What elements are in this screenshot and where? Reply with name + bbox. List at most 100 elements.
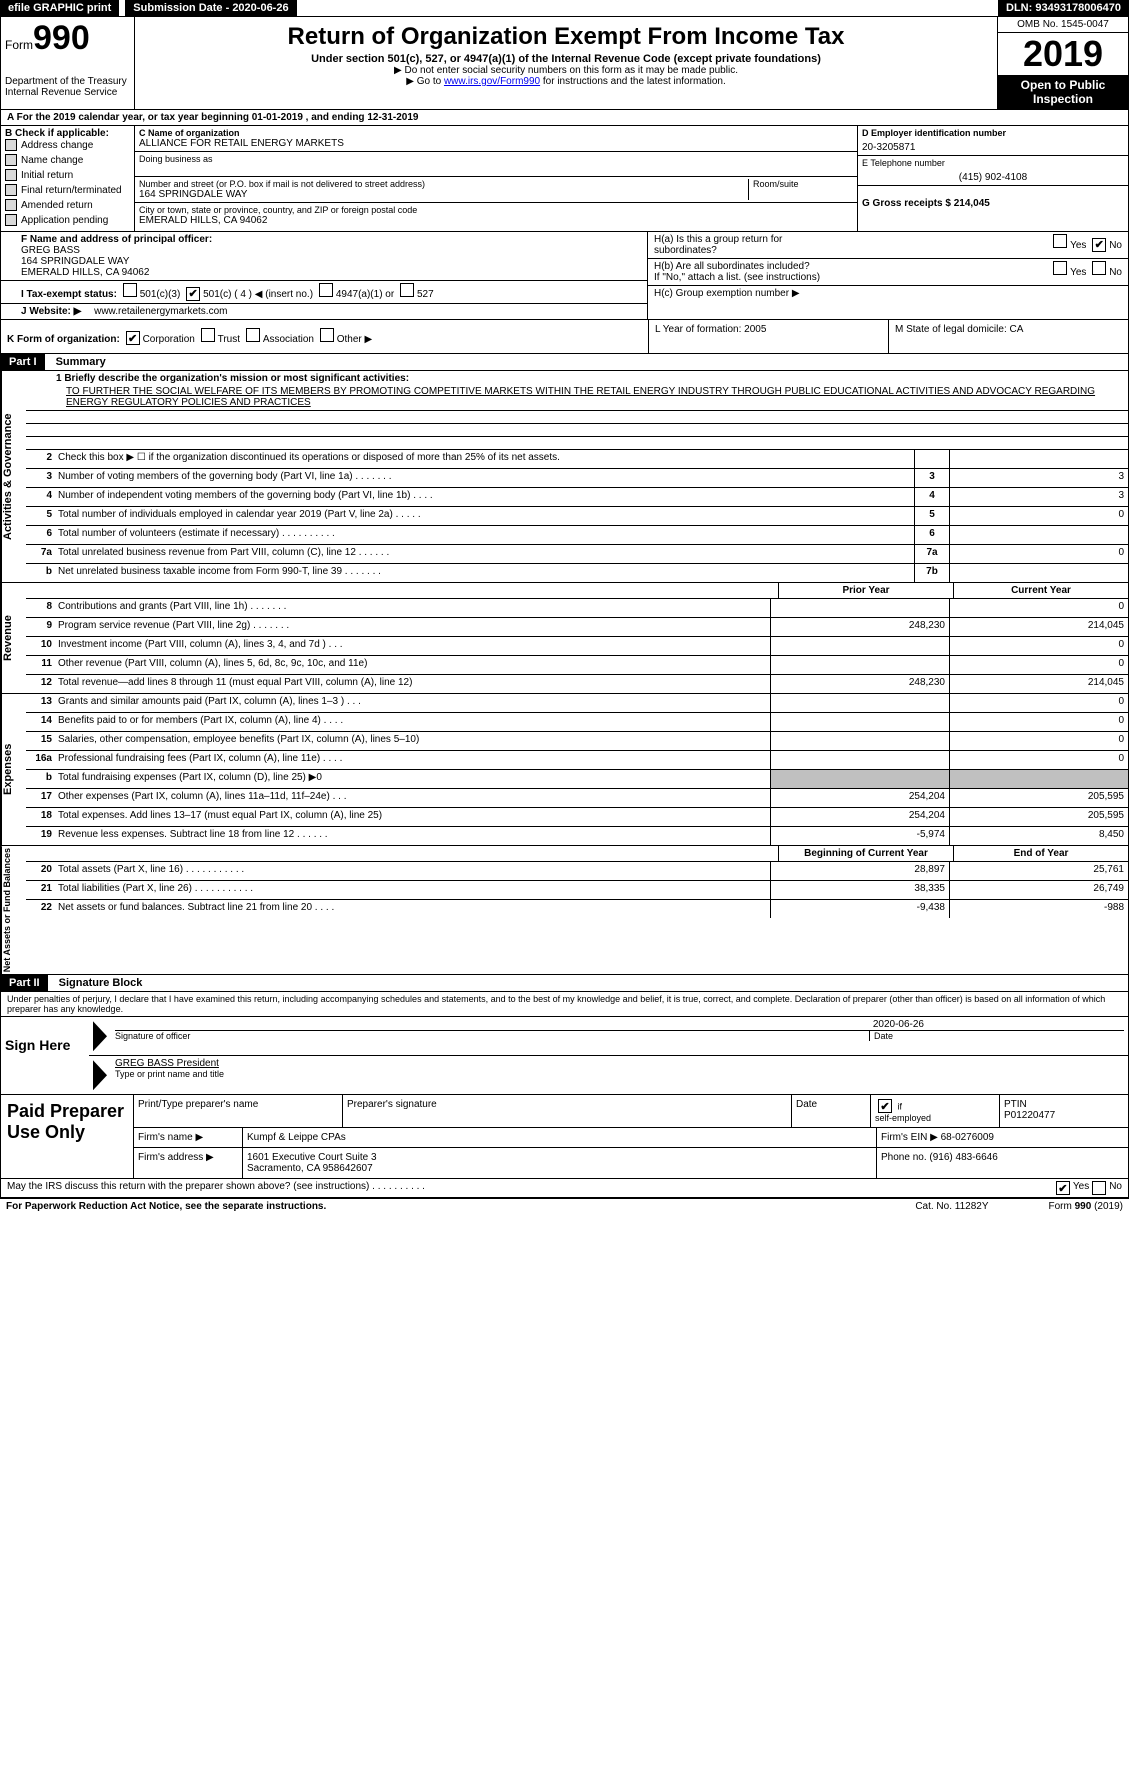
cb-501c3[interactable] — [123, 283, 137, 297]
j-row: J Website: ▶ www.retailenergymarkets.com — [1, 304, 647, 319]
omb-number: OMB No. 1545-0047 — [998, 17, 1128, 33]
cb-pending[interactable]: Application pending — [5, 214, 130, 226]
sub2: ▶ Do not enter social security numbers o… — [139, 65, 993, 76]
irs-label: Internal Revenue Service — [5, 87, 130, 98]
nets-section: Net Assets or Fund Balances Beginning of… — [1, 846, 1128, 975]
begin-year-header: Beginning of Current Year — [778, 846, 953, 861]
preparer-label: Paid Preparer Use Only — [1, 1095, 133, 1178]
end-year-header: End of Year — [953, 846, 1128, 861]
preparer-block: Paid Preparer Use Only Print/Type prepar… — [1, 1095, 1128, 1179]
arrow-icon-2 — [93, 1060, 107, 1090]
line-a: A For the 2019 calendar year, or tax yea… — [1, 110, 1128, 126]
cb-501c[interactable] — [186, 287, 200, 301]
i-label: I Tax-exempt status: — [21, 289, 117, 300]
revenue-section: Revenue Prior Year Current Year 8Contrib… — [1, 583, 1128, 694]
irs-link[interactable]: www.irs.gov/Form990 — [444, 76, 540, 87]
d-ein: D Employer identification number 20-3205… — [858, 126, 1128, 156]
tax-year: 2019 — [998, 33, 1128, 75]
table-row: 12Total revenue—add lines 8 through 11 (… — [26, 675, 1128, 693]
sign-block: Sign Here 2020-06-26 Signature of office… — [1, 1017, 1128, 1095]
line-a-text: A For the 2019 calendar year, or tax yea… — [7, 112, 418, 123]
header-left: Form990 Department of the Treasury Inter… — [1, 17, 135, 109]
fh-block: F Name and address of principal officer:… — [1, 232, 1128, 320]
hb-no[interactable] — [1092, 261, 1106, 275]
part2-header: Part II Signature Block — [1, 975, 1128, 992]
hb-row: H(b) Are all subordinates included? If "… — [648, 259, 1128, 286]
ha-label2: subordinates? — [654, 245, 717, 256]
open-inspection: Open to Public Inspection — [998, 75, 1128, 109]
submission-date: Submission Date - 2020-06-26 — [125, 0, 296, 16]
sub3-post: for instructions and the latest informat… — [540, 76, 726, 87]
phone-val: (415) 902-4108 — [862, 172, 1124, 183]
table-row: 8Contributions and grants (Part VIII, li… — [26, 599, 1128, 618]
part1-header: Part I Summary — [1, 354, 1128, 371]
j-label: J Website: ▶ — [21, 306, 81, 317]
sub1: Under section 501(c), 527, or 4947(a)(1)… — [139, 53, 993, 65]
cb-final[interactable]: Final return/terminated — [5, 184, 130, 196]
table-row: 20Total assets (Part X, line 16) . . . .… — [26, 862, 1128, 881]
expenses-section: Expenses 13Grants and similar amounts pa… — [1, 694, 1128, 846]
table-row: 10Investment income (Part VIII, column (… — [26, 637, 1128, 656]
cb-trust[interactable] — [201, 328, 215, 342]
form-label: Form — [5, 38, 33, 52]
top-bar: efile GRAPHIC print Submission Date - 20… — [0, 0, 1129, 16]
f-addr2: EMERALD HILLS, CA 94062 — [21, 267, 149, 278]
firm-phone: Phone no. (916) 483-6646 — [877, 1148, 1128, 1178]
k-label: K Form of organization: — [7, 334, 120, 345]
org-name: ALLIANCE FOR RETAIL ENERGY MARKETS — [139, 138, 853, 149]
discuss-yes[interactable] — [1056, 1181, 1070, 1195]
cb-initial[interactable]: Initial return — [5, 169, 130, 181]
c-city: City or town, state or province, country… — [135, 203, 857, 228]
self-emp: ifself-employed — [871, 1095, 1000, 1127]
mission-text: TO FURTHER THE SOCIAL WELFARE OF ITS MEM… — [26, 384, 1128, 410]
cb-other[interactable] — [320, 328, 334, 342]
print-label: Print/Type preparer's name — [134, 1095, 343, 1127]
inspect1: Open to Public — [1021, 78, 1106, 92]
form-number: 990 — [33, 19, 90, 57]
f-left: F Name and address of principal officer:… — [1, 232, 647, 319]
prior-year-header: Prior Year — [778, 583, 953, 598]
ha-yes[interactable] — [1053, 234, 1067, 248]
sub3-pre: ▶ Go to — [406, 76, 444, 87]
discuss-no[interactable] — [1092, 1181, 1106, 1195]
b-label: B Check if applicable: — [5, 128, 130, 139]
cb-4947[interactable] — [319, 283, 333, 297]
cb-address[interactable]: Address change — [5, 139, 130, 151]
cb-assoc[interactable] — [246, 328, 260, 342]
e-label: E Telephone number — [862, 158, 1124, 168]
mission-label: 1 Briefly describe the organization's mi… — [56, 373, 409, 384]
table-row: bNet unrelated business taxable income f… — [26, 564, 1128, 582]
cb-selfemp[interactable] — [878, 1099, 892, 1113]
table-row: 2Check this box ▶ ☐ if the organization … — [26, 450, 1128, 469]
address-block: B Check if applicable: Address change Na… — [1, 126, 1128, 232]
cb-amended[interactable]: Amended return — [5, 199, 130, 211]
efile-label: efile GRAPHIC print — [0, 0, 119, 16]
arrow-icon — [93, 1021, 107, 1051]
firm-addr: 1601 Executive Court Suite 3 Sacramento,… — [243, 1148, 877, 1178]
cb-name[interactable]: Name change — [5, 154, 130, 166]
form-header: Form990 Department of the Treasury Inter… — [1, 17, 1128, 110]
street-val: 164 SPRINGDALE WAY — [139, 189, 748, 200]
header-right: OMB No. 1545-0047 2019 Open to Public In… — [997, 17, 1128, 109]
h-right: H(a) Is this a group return for subordin… — [647, 232, 1128, 319]
room-label: Room/suite — [753, 179, 853, 189]
hb-yes[interactable] — [1053, 261, 1067, 275]
table-row: 21Total liabilities (Part X, line 26) . … — [26, 881, 1128, 900]
firm-name: Kumpf & Leippe CPAs — [243, 1128, 877, 1147]
table-row: 3Number of voting members of the governi… — [26, 469, 1128, 488]
m-domicile: M State of legal domicile: CA — [888, 320, 1128, 354]
cb-corp[interactable] — [126, 331, 140, 345]
table-row: 9Program service revenue (Part VIII, lin… — [26, 618, 1128, 637]
ha-label: H(a) Is this a group return for — [654, 234, 782, 245]
website-val: www.retailenergymarkets.com — [94, 306, 227, 317]
dept-treasury: Department of the Treasury — [5, 76, 130, 87]
c-street: Number and street (or P.O. box if mail i… — [135, 177, 857, 203]
col-de: D Employer identification number 20-3205… — [857, 126, 1128, 231]
d-label: D Employer identification number — [862, 128, 1124, 138]
firm-ein: Firm's EIN ▶ 68-0276009 — [877, 1128, 1128, 1147]
part2-badge: Part II — [1, 975, 48, 991]
part1-title: Summary — [56, 356, 106, 368]
sign-here-label: Sign Here — [1, 1017, 89, 1094]
cb-527[interactable] — [400, 283, 414, 297]
ha-no[interactable] — [1092, 238, 1106, 252]
